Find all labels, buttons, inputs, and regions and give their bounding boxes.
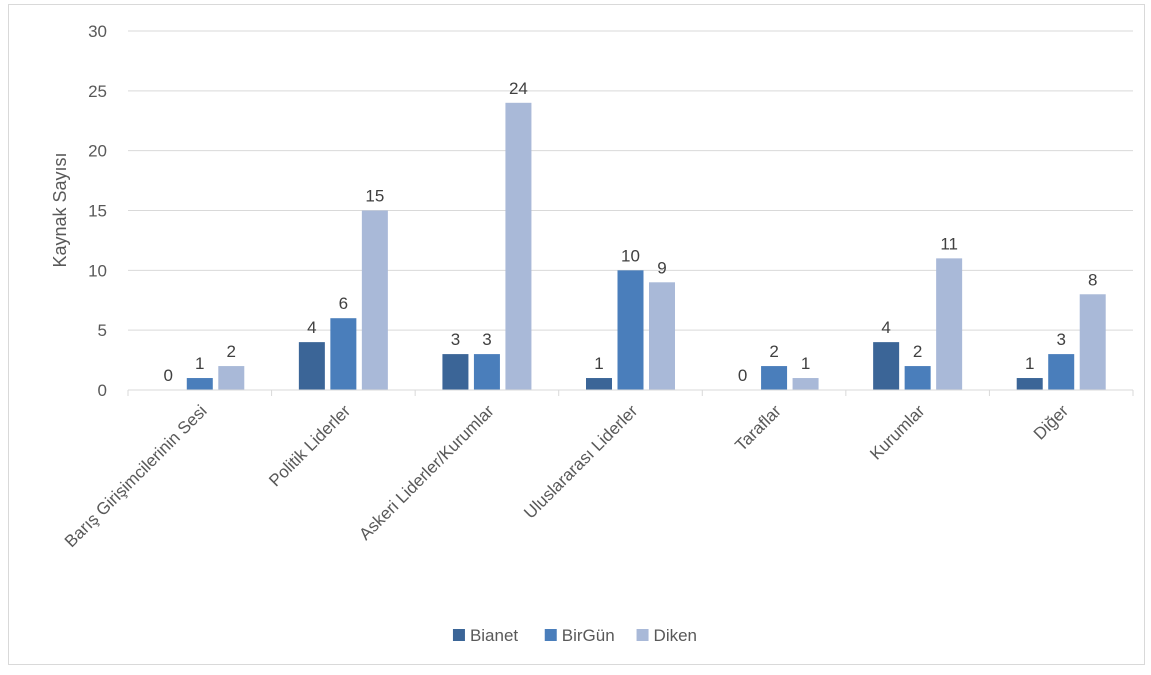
legend-label-diken: Diken — [654, 626, 697, 645]
y-tick-label: 30 — [88, 22, 107, 41]
category-label: Kurumlar — [866, 401, 928, 463]
legend-swatch-birgün — [544, 629, 557, 641]
data-label: 2 — [769, 342, 778, 361]
data-label: 1 — [195, 354, 204, 373]
data-label: 2 — [227, 342, 236, 361]
bar-birgün — [473, 354, 500, 390]
category-labels: Barış Girişimcilerinin Sesi Politik Lider… — [61, 401, 1072, 551]
category-label: Barış Girişimcilerinin Sesi — [61, 401, 211, 551]
y-tick-label: 20 — [88, 142, 107, 161]
data-label: 10 — [621, 246, 640, 265]
bar-diken — [505, 102, 532, 391]
bar-diken — [361, 210, 388, 390]
data-label: 8 — [1088, 270, 1097, 289]
y-tick-label: 5 — [98, 321, 107, 340]
data-label: 3 — [451, 330, 460, 349]
x-axis-ticks — [127, 390, 1134, 396]
y-tick-labels: 0 5 10 15 20 25 30 — [88, 22, 107, 400]
data-label: 0 — [164, 366, 173, 385]
data-label: 6 — [339, 294, 348, 313]
bar-diken — [1079, 294, 1106, 390]
data-label: 1 — [801, 354, 810, 373]
data-label: 3 — [1056, 330, 1065, 349]
y-axis-title: Kaynak Sayısı — [50, 152, 70, 267]
category-label: Diğer — [1030, 401, 1072, 443]
category-label: Uluslararası Liderler — [520, 401, 641, 522]
category-label: Politik Liderler — [265, 401, 354, 490]
bar-birgün — [617, 270, 644, 390]
bar-diken — [792, 378, 819, 390]
data-label: 9 — [657, 258, 666, 277]
data-label: 4 — [881, 318, 890, 337]
bar-bianet — [1016, 378, 1043, 390]
bar-birgün — [1048, 354, 1075, 390]
data-label: 3 — [482, 330, 491, 349]
bar-birgün — [330, 318, 357, 390]
data-label: 0 — [738, 366, 747, 385]
y-tick-label: 15 — [88, 202, 107, 221]
bar-birgün — [186, 378, 213, 390]
legend: Bianet BirGün Diken — [452, 626, 697, 645]
y-tick-label: 0 — [98, 381, 107, 400]
bar-bianet — [442, 354, 469, 390]
data-label: 15 — [365, 187, 384, 206]
legend-swatch-bianet — [452, 629, 465, 641]
data-label: 2 — [913, 342, 922, 361]
legend-swatch-diken — [636, 629, 649, 641]
y-tick-label: 10 — [88, 261, 107, 280]
bar-diken — [218, 366, 245, 390]
legend-label-birgün: BirGün — [562, 626, 615, 645]
data-label: 1 — [1025, 354, 1034, 373]
data-label: 1 — [594, 354, 603, 373]
data-label: 4 — [307, 318, 316, 337]
bars — [186, 102, 1106, 391]
gridlines — [128, 30, 1133, 331]
bar-diken — [936, 258, 963, 390]
bar-bianet — [586, 378, 612, 390]
bar-birgün — [904, 366, 931, 390]
category-label: Taraflar — [731, 401, 785, 455]
bar-bianet — [873, 342, 900, 390]
data-label: 24 — [509, 79, 528, 98]
bar-birgün — [761, 366, 788, 390]
bar-bianet — [298, 342, 325, 390]
bar-diken — [649, 282, 675, 390]
legend-label-bianet: Bianet — [470, 626, 518, 645]
data-label: 11 — [940, 234, 958, 253]
category-label: Askeri Liderler/Kurumlar — [355, 401, 498, 544]
y-tick-label: 25 — [88, 82, 107, 101]
